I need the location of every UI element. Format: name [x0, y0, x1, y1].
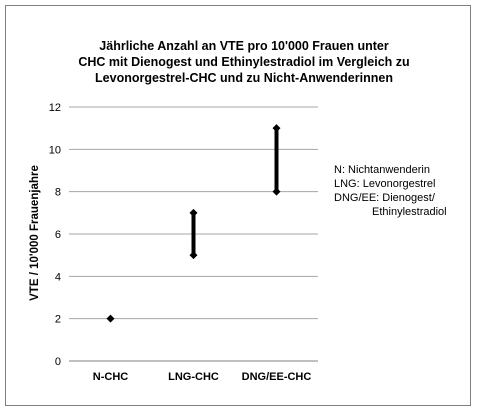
- range-low-marker: [272, 187, 281, 196]
- y-tick-label: 4: [55, 271, 61, 283]
- y-tick-labels: 0 2 4 6 8 10 12: [49, 102, 61, 368]
- range-high-marker: [272, 124, 281, 133]
- legend-line-3: DNG/EE: Dienogest/: [334, 192, 436, 204]
- y-tick-label: 6: [55, 229, 61, 241]
- chart-title-line-3: Levonorgestrel-CHC und zu Nicht-Anwender…: [95, 71, 393, 85]
- range-low-marker: [106, 314, 115, 323]
- x-tick-label: N-CHC: [93, 371, 128, 383]
- legend: N: Nichtanwenderin LNG: Levonorgestrel D…: [334, 164, 447, 218]
- x-tick-label: DNG/EE-CHC: [242, 371, 312, 383]
- y-tick-label: 10: [49, 144, 61, 156]
- x-tick-labels: N-CHC LNG-CHC DNG/EE-CHC: [93, 371, 312, 383]
- y-tick-label: 0: [55, 356, 61, 368]
- chart-frame: [5, 5, 471, 406]
- chart-title-line-1: Jährliche Anzahl an VTE pro 10'000 Fraue…: [99, 39, 389, 53]
- range-marks: [106, 124, 281, 323]
- range-low-marker: [189, 251, 198, 260]
- y-tick-label: 2: [55, 314, 61, 326]
- x-tick-label: LNG-CHC: [168, 371, 219, 383]
- chart-title-line-2: CHC mit Dienogest und Ethinylestradiol i…: [78, 55, 409, 69]
- y-axis-label: VTE / 10'000 Frauenjahre: [29, 165, 41, 301]
- y-tick-label: 8: [55, 187, 61, 199]
- range-high-marker: [189, 208, 198, 217]
- legend-line-4: Ethinylestradiol: [372, 206, 447, 218]
- legend-line-1: N: Nichtanwenderin: [334, 164, 430, 176]
- chart-title: Jährliche Anzahl an VTE pro 10'000 Fraue…: [78, 39, 409, 85]
- legend-line-2: LNG: Levonorgestrel: [334, 178, 436, 190]
- y-tick-label: 12: [49, 102, 61, 114]
